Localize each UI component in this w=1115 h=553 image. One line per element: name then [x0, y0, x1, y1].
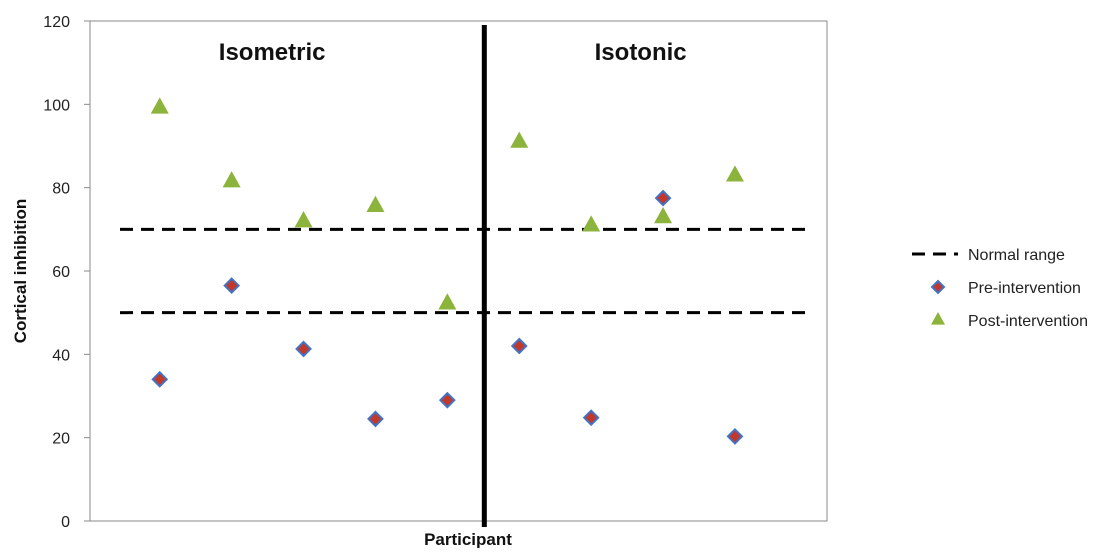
data-point-pre [223, 277, 241, 294]
data-point-pre [295, 340, 312, 358]
legend-label: Post-intervention [968, 313, 1088, 330]
legend: Normal range Pre-intervention Post-interve… [912, 247, 1088, 330]
data-point-pre [438, 391, 456, 409]
data-point-pre [151, 370, 169, 388]
data-point-post [510, 131, 529, 148]
legend-item: Pre-intervention [930, 279, 1081, 297]
normal-range-layer [120, 227, 812, 315]
plot-area [89, 20, 828, 522]
y-tick-label: 0 [61, 514, 70, 531]
data-point-post [438, 293, 457, 310]
panel-title: Isometric [219, 39, 326, 66]
legend-item: Normal range [912, 247, 1065, 264]
y-tick-label: 60 [52, 264, 70, 281]
y-tick-label: 80 [52, 181, 70, 198]
panel-title: Isotonic [595, 39, 687, 66]
series-post-intervention [150, 97, 744, 310]
y-tick-label: 20 [52, 431, 70, 448]
data-point-post [725, 165, 744, 182]
x-axis-title: Participant [424, 530, 512, 548]
series-pre-intervention [151, 189, 744, 445]
legend-swatch-pre-intervention [930, 279, 946, 295]
data-point-pre [654, 189, 672, 207]
data-point-post [222, 171, 241, 188]
y-axis: 0 20 40 60 80 100 120 [43, 14, 90, 531]
data-point-post [150, 97, 169, 114]
data-point-pre [367, 410, 384, 428]
data-point-pre [510, 337, 528, 355]
legend-label: Normal range [968, 247, 1065, 264]
y-axis-title: Cortical inhibition [11, 199, 30, 344]
legend-item: Post-intervention [931, 312, 1088, 330]
data-point-post [654, 207, 673, 224]
data-point-pre [582, 409, 600, 427]
panel-titles: Isometric Isotonic [219, 39, 687, 66]
y-tick-label: 120 [43, 14, 70, 31]
data-point-post [582, 215, 601, 232]
legend-label: Pre-intervention [968, 280, 1081, 297]
data-point-post [294, 211, 313, 228]
series-layer [150, 97, 744, 445]
y-tick-label: 40 [52, 347, 70, 364]
data-point-post [366, 195, 385, 212]
data-point-pre [726, 428, 744, 445]
legend-swatch-post-intervention [931, 312, 945, 325]
y-tick-label: 100 [43, 97, 70, 114]
